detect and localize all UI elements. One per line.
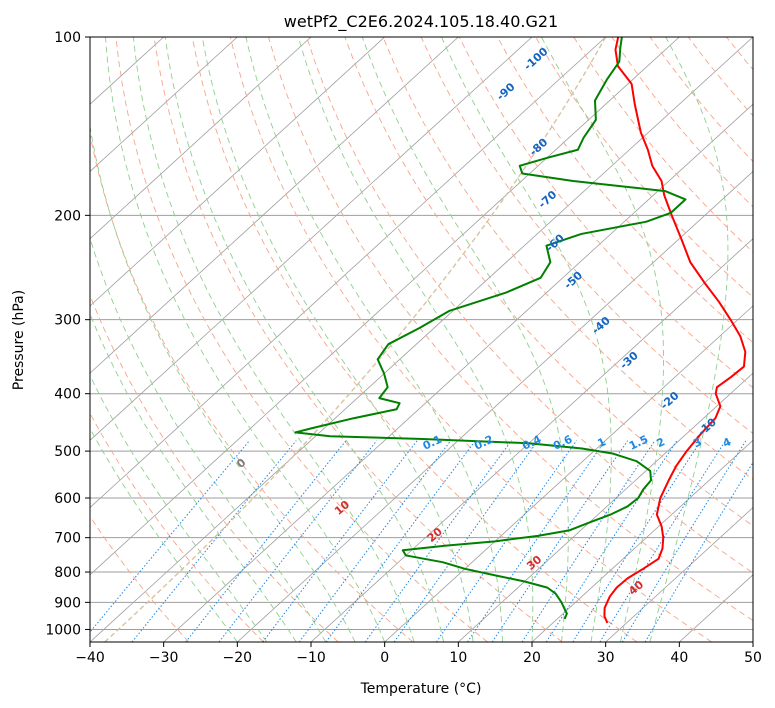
isotherm-line — [90, 37, 312, 240]
mixing-ratio-line — [572, 440, 702, 642]
isotherm-line — [90, 37, 385, 307]
isotherm-line — [531, 439, 753, 642]
moist-adiabat-line — [90, 374, 268, 642]
mixing-ratio-line — [262, 440, 418, 642]
y-tick-label: 700 — [54, 531, 81, 547]
moist-adiabat-line — [441, 37, 612, 642]
dry-adiabat-line — [268, 37, 753, 622]
x-tick-label: −20 — [223, 650, 253, 666]
x-tick-label: 50 — [744, 650, 762, 666]
mixing-ratio-line — [621, 440, 747, 642]
dry-adiabat-line — [90, 131, 414, 642]
dry-adiabat-line — [90, 515, 190, 642]
isotherm-line — [237, 170, 753, 642]
isotherm-line — [310, 238, 753, 642]
dry-adiabat-line — [90, 412, 264, 642]
moist-adiabat-line — [541, 37, 664, 642]
plot-area: 010203040-100-90-80-70-60-50-40-30-20-10… — [90, 37, 753, 642]
moist-adiabat-line — [132, 37, 415, 642]
mixing-ratio-line — [599, 440, 727, 642]
y-tick-label: 300 — [54, 313, 81, 329]
mixing-ratio-line — [521, 440, 656, 642]
moist-adiabat-line — [164, 37, 445, 642]
mixing-ratio-line — [436, 440, 578, 642]
mixing-ratio-line — [545, 440, 678, 642]
isotherm-line — [90, 37, 680, 576]
moist-adiabat-line — [297, 37, 534, 642]
x-tick-label: 20 — [523, 650, 541, 666]
mixing-ratio-line — [131, 440, 297, 642]
moist-adiabat-line — [90, 236, 327, 642]
axes: −40 −30 −20 −10 0 10 20 30 40 50 100 200 300 400 500 60… — [45, 30, 762, 666]
moist-adiabat-line — [90, 427, 238, 642]
mixing-ratio-line — [467, 440, 606, 642]
chart-title: wetPf2_C2E6.2024.105.18.40.G21 — [284, 12, 558, 32]
moist-adiabat-line — [245, 37, 503, 642]
y-tick-label: 400 — [54, 387, 81, 403]
y-tick-label: 900 — [54, 595, 81, 611]
dry-adiabat-line — [153, 37, 563, 642]
moist-adiabat-line — [105, 37, 386, 642]
moist-adiabat-line — [90, 124, 356, 642]
y-tick-label: 500 — [54, 444, 81, 460]
isotherm-line — [90, 37, 238, 172]
isotherm-line — [163, 103, 753, 642]
dry-adiabat-line — [306, 37, 753, 574]
y-tick-label: 100 — [54, 30, 81, 46]
moist-adiabat-line — [90, 312, 297, 642]
mixing-ratio-line — [325, 440, 476, 642]
x-tick-label: −40 — [75, 650, 105, 666]
dry-adiabat-line — [344, 37, 753, 527]
y-tick-label: 1000 — [45, 622, 81, 638]
mixing-ratio-line — [491, 440, 629, 642]
x-axis-title: Temperature (°C) — [360, 681, 482, 697]
mixing-ratio-line — [218, 440, 378, 642]
dry-adiabat-line — [191, 37, 638, 642]
x-tick-label: 0 — [380, 650, 389, 666]
dry-adiabat-line — [535, 37, 753, 298]
y-axis-title: Pressure (hPa) — [11, 290, 27, 390]
x-tick-label: 30 — [597, 650, 615, 666]
y-tick-label: 800 — [54, 565, 81, 581]
mixing-ratio-line — [393, 440, 539, 642]
plot-frame — [89, 36, 754, 643]
x-tick-label: 10 — [449, 650, 467, 666]
isotherm-line — [458, 372, 753, 642]
moist-adiabat-line — [201, 37, 474, 642]
mixing-ratio-line — [90, 440, 250, 633]
mixing-ratio-line — [644, 461, 753, 642]
x-tick-label: −30 — [149, 650, 179, 666]
x-tick-label: −10 — [296, 650, 326, 666]
isotherm-line — [90, 37, 533, 441]
dry-adiabat-line — [229, 37, 712, 642]
y-tick-label: 600 — [54, 491, 81, 507]
isotherm-line — [605, 507, 753, 642]
mixing-ratio-line — [298, 440, 452, 642]
y-tick-label: 200 — [54, 208, 81, 224]
dry-adiabat-line — [115, 37, 488, 642]
moist-adiabat-line — [361, 37, 569, 642]
x-tick-label: 40 — [670, 650, 688, 666]
dry-adiabat-line — [497, 37, 753, 344]
moist-adiabat-line — [649, 37, 729, 642]
temperature-profile-line — [603, 37, 747, 624]
dewpoint-profile-line — [294, 37, 687, 620]
isotherm-line — [90, 37, 606, 509]
isotherm-line — [90, 37, 459, 374]
